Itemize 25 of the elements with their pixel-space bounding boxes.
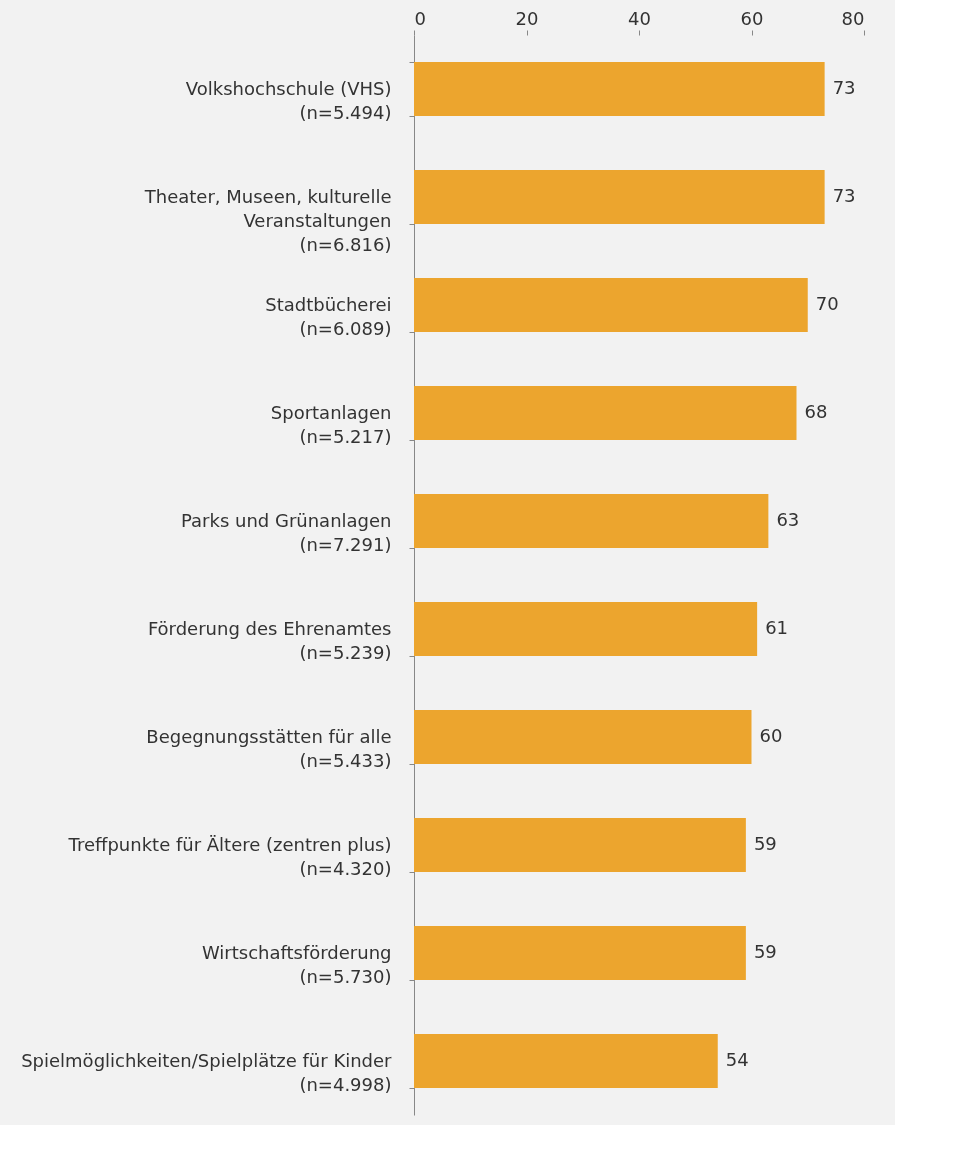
x-tick-label: 0 — [414, 7, 426, 29]
x-tick-label: 40 — [628, 7, 651, 29]
x-tick-label: 60 — [740, 7, 764, 29]
x-tick-label: 20 — [515, 7, 539, 29]
y-tick-label: Wirtschaftsförderung (n=5.730) — [201, 941, 392, 987]
y-tick-label: Treffpunkte für Ältere (zentren plus) (n=4.320) — [67, 833, 392, 879]
y-tick-label: Spielmöglichkeiten/Spielplätze für Kinder (n=4.998) — [21, 1049, 393, 1095]
data-label: 59 — [753, 833, 777, 854]
y-tick-label: Förderung des Ehrenamtes (n=5.239) — [147, 617, 392, 663]
data-label: 59 — [753, 941, 777, 962]
y-tick-label: Parks und Grünanlagen (n=7.291) — [180, 509, 392, 555]
data-label: 73 — [832, 185, 856, 206]
data-label: 54 — [725, 1049, 749, 1070]
x-tick-label: 80 — [841, 7, 865, 29]
data-label: 68 — [804, 401, 828, 422]
y-tick-label: Sportanlagen (n=5.217) — [270, 401, 392, 447]
y-tick-label: Theater, Museen, kulturelle Veranstaltungen (n=6.816) — [143, 185, 392, 255]
data-label: 73 — [832, 77, 856, 98]
data-label: 70 — [815, 293, 839, 314]
data-label: 63 — [776, 509, 800, 530]
data-label: 60 — [759, 725, 783, 746]
y-tick-label: Stadtbücherei (n=6.089) — [265, 293, 392, 339]
y-tick-label: Begegnungsstätten für alle (n=5.433) — [146, 725, 392, 771]
y-tick-label: Volkshochschule (VHS) (n=5.494) — [185, 77, 392, 123]
data-label: 61 — [765, 617, 789, 638]
